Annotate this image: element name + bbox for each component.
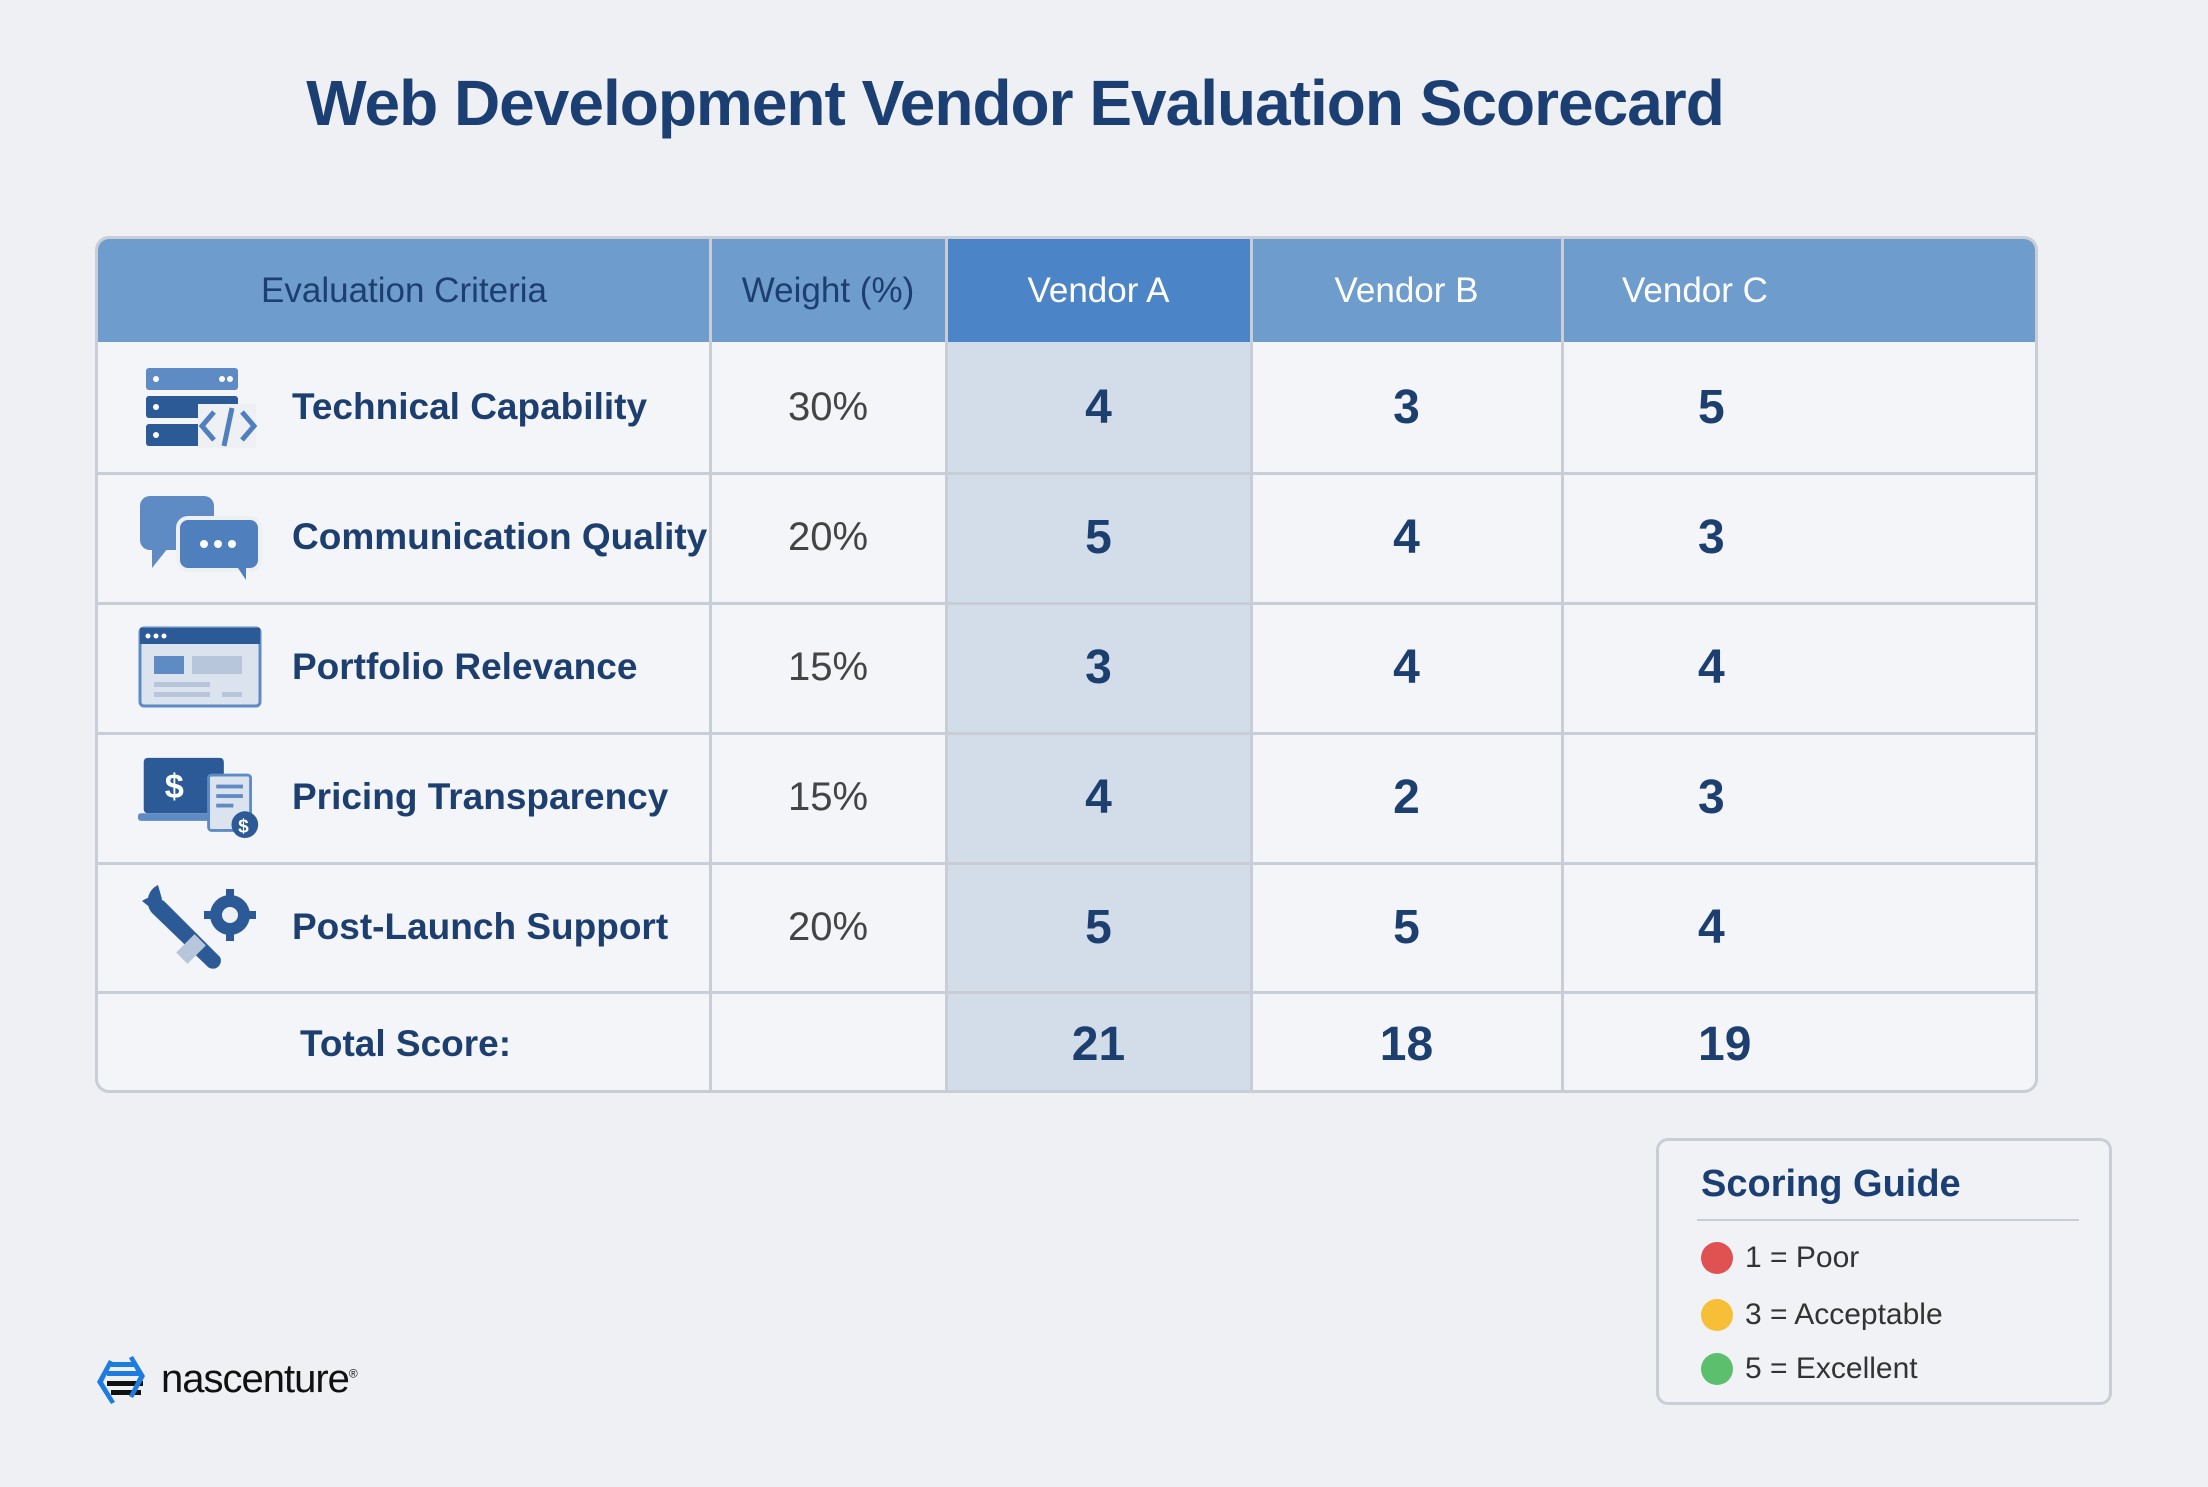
criteria-cell: Post-Launch Support — [98, 862, 710, 992]
criteria-cell: Technical Capability — [98, 342, 710, 472]
divider — [98, 732, 2035, 735]
criteria-cell: Communication Quality — [98, 472, 710, 602]
total-vendor-c: 19 — [1698, 1017, 1752, 1071]
divider — [1561, 239, 1564, 1090]
server-code-icon — [138, 362, 262, 452]
chat-bubbles-icon — [138, 492, 262, 582]
green-dot-icon — [1701, 1353, 1733, 1385]
vendor-b-score: 4 — [1393, 640, 1420, 694]
criteria-label: Portfolio Relevance — [292, 646, 638, 687]
criteria-cell: Portfolio Relevance — [98, 602, 710, 732]
svg-text:$: $ — [238, 816, 249, 837]
criteria-label: Communication Quality — [292, 516, 708, 557]
vendor-b-score: 4 — [1393, 510, 1420, 564]
divider — [98, 991, 2035, 994]
vendor-b-score: 5 — [1393, 900, 1420, 954]
divider — [98, 862, 2035, 865]
weight-cell: 15% — [787, 644, 869, 689]
weight-cell: 20% — [787, 514, 869, 559]
svg-text:$: $ — [165, 768, 184, 806]
header-weight: Weight (%) — [710, 239, 946, 342]
vendor-c-score: 4 — [1698, 640, 1725, 694]
vendor-a-score: 3 — [1085, 640, 1112, 694]
weight-cell: 30% — [787, 384, 869, 429]
logo-name: nascenture — [161, 1356, 350, 1401]
divider — [1250, 239, 1253, 1090]
vendor-a-highlight — [946, 342, 1251, 1090]
scoring-guide: Scoring Guide 1 = Poor 3 = Acceptable 5 … — [1656, 1138, 2112, 1405]
guide-item-text: 5 = Excellent — [1745, 1352, 1918, 1385]
vendor-c-score: 5 — [1698, 380, 1725, 434]
criteria-label: Pricing Transparency — [292, 776, 669, 817]
weight-cell: 20% — [787, 904, 869, 949]
guide-item: 3 = Acceptable — [1701, 1298, 1943, 1332]
vendor-c-score: 4 — [1698, 900, 1725, 954]
header-vendor-a: Vendor A — [946, 239, 1251, 342]
header-vendor-c: Vendor C — [1562, 239, 2035, 342]
guide-item: 5 = Excellent — [1701, 1352, 1918, 1386]
header-criteria: Evaluation Criteria — [98, 239, 710, 342]
weight-cell: 15% — [787, 774, 869, 819]
total-label: Total Score: — [300, 1023, 512, 1064]
guide-item: 1 = Poor — [1701, 1241, 1859, 1275]
criteria-label: Post-Launch Support — [292, 906, 669, 947]
divider — [98, 602, 2035, 605]
page-title: Web Development Vendor Evaluation Scorec… — [306, 67, 1725, 139]
wrench-gear-icon — [138, 882, 262, 972]
guide-title: Scoring Guide — [1701, 1163, 1961, 1205]
nascenture-logo-icon — [97, 1356, 145, 1404]
pricing-invoice-icon: $ $ — [138, 752, 262, 842]
divider — [1697, 1219, 2079, 1221]
yellow-dot-icon — [1701, 1299, 1733, 1331]
vendor-b-score: 2 — [1393, 770, 1420, 824]
total-row-label: Total Score: — [98, 992, 710, 1090]
vendor-b-score: 3 — [1393, 380, 1420, 434]
vendor-c-score: 3 — [1698, 770, 1725, 824]
vendor-c-score: 3 — [1698, 510, 1725, 564]
guide-item-text: 1 = Poor — [1745, 1241, 1860, 1274]
logo: nascenture® — [93, 1352, 358, 1406]
vendor-a-score: 5 — [1085, 510, 1112, 564]
red-dot-icon — [1701, 1242, 1733, 1274]
criteria-cell: $ $ Pricing Transparency — [98, 732, 710, 862]
divider — [945, 239, 948, 1090]
vendor-a-score: 4 — [1085, 770, 1112, 824]
vendor-a-score: 4 — [1085, 380, 1112, 434]
registered-mark: ® — [348, 1366, 358, 1381]
logo-text: nascenture® — [161, 1356, 358, 1402]
divider — [709, 239, 712, 1090]
guide-item-text: 3 = Acceptable — [1745, 1298, 1943, 1331]
criteria-label: Technical Capability — [292, 386, 648, 427]
browser-window-icon — [138, 622, 262, 712]
header-vendor-b: Vendor B — [1251, 239, 1562, 342]
divider — [98, 472, 2035, 475]
scorecard-table: Evaluation Criteria Weight (%) Vendor A … — [95, 236, 2038, 1093]
total-vendor-b: 18 — [1379, 1017, 1434, 1071]
vendor-a-score: 5 — [1085, 900, 1112, 954]
total-vendor-a: 21 — [1071, 1017, 1126, 1071]
